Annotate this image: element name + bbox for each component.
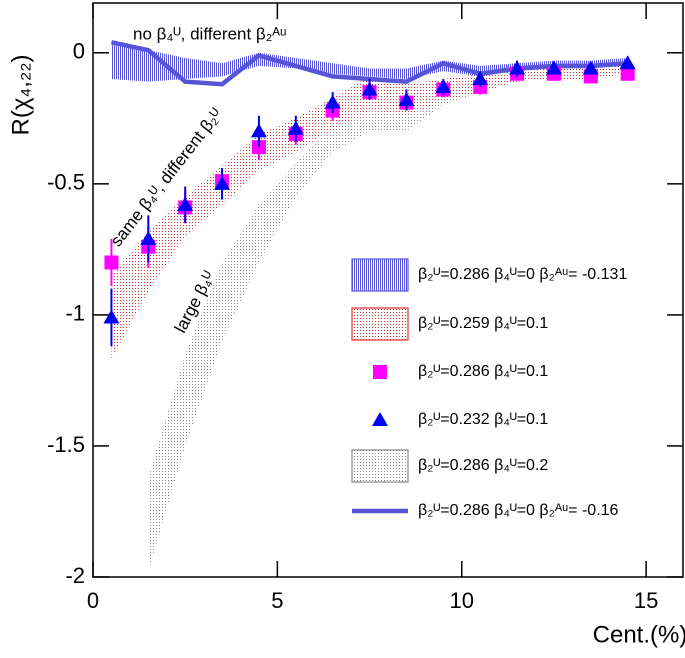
y-tick-label: -0.5 [47,170,85,195]
x-tick-label: 10 [450,588,474,613]
legend-label: β₂ᵁ=0.259 β₄ᵁ=0.1 [418,315,548,332]
marker [104,255,119,270]
plot-area [110,40,628,572]
y-tick-label: -1 [65,301,85,326]
marker [103,309,120,324]
marker [509,60,526,75]
marker [177,196,194,211]
marker [435,78,452,93]
legend-swatch [351,449,409,483]
legend-swatch [373,365,387,379]
marker [140,230,157,245]
y-tick-label: -2 [65,563,85,588]
legend-swatch [351,307,409,341]
x-tick-label: 0 [87,588,99,613]
frame [92,2,684,578]
marker [214,175,231,190]
legend-label: β₂ᵁ=0.286 β₄ᵁ=0 β₂ᴬᵘ= -0.16 [418,502,619,519]
marker [472,71,489,86]
x-axis-label: Cent.(%) [593,621,685,648]
x-tick-label: 5 [271,588,283,613]
marker [545,60,562,75]
overlay: 0 5 10 15 -2 -1.5 -1 -0.5 0 β₂ᵁ=0.286 β₄ᵁ=0 β₂ᴬᵘ=… [47,2,684,613]
y-tick-label: 0 [73,39,85,64]
marker [361,81,378,96]
legend-swatch [351,258,409,292]
legend-label: β₂ᵁ=0.286 β₄ᵁ=0.1 [418,363,548,380]
y-tick-label: -1.5 [47,432,85,457]
y-axis-label: R(χ₄,₂₂) [7,54,34,135]
legend-label: β₂ᵁ=0.286 β₄ᵁ=0 β₂ᴬᵘ= -0.131 [418,266,627,283]
line [110,40,628,87]
marker [582,60,599,75]
marker [287,120,304,135]
legend-swatch [372,412,388,426]
marker [324,94,341,109]
marker [620,66,635,81]
marker [398,91,415,106]
marker [619,55,636,70]
legend-label: β₂ᵁ=0.232 β₄ᵁ=0.1 [418,411,548,428]
x-tick-label: 15 [634,588,658,613]
marker [250,123,267,138]
legend-label: β₂ᵁ=0.286 β₄ᵁ=0.2 [418,457,548,474]
annotation: no β₄ᵁ, different β₂ᴬᵘ [133,24,287,43]
